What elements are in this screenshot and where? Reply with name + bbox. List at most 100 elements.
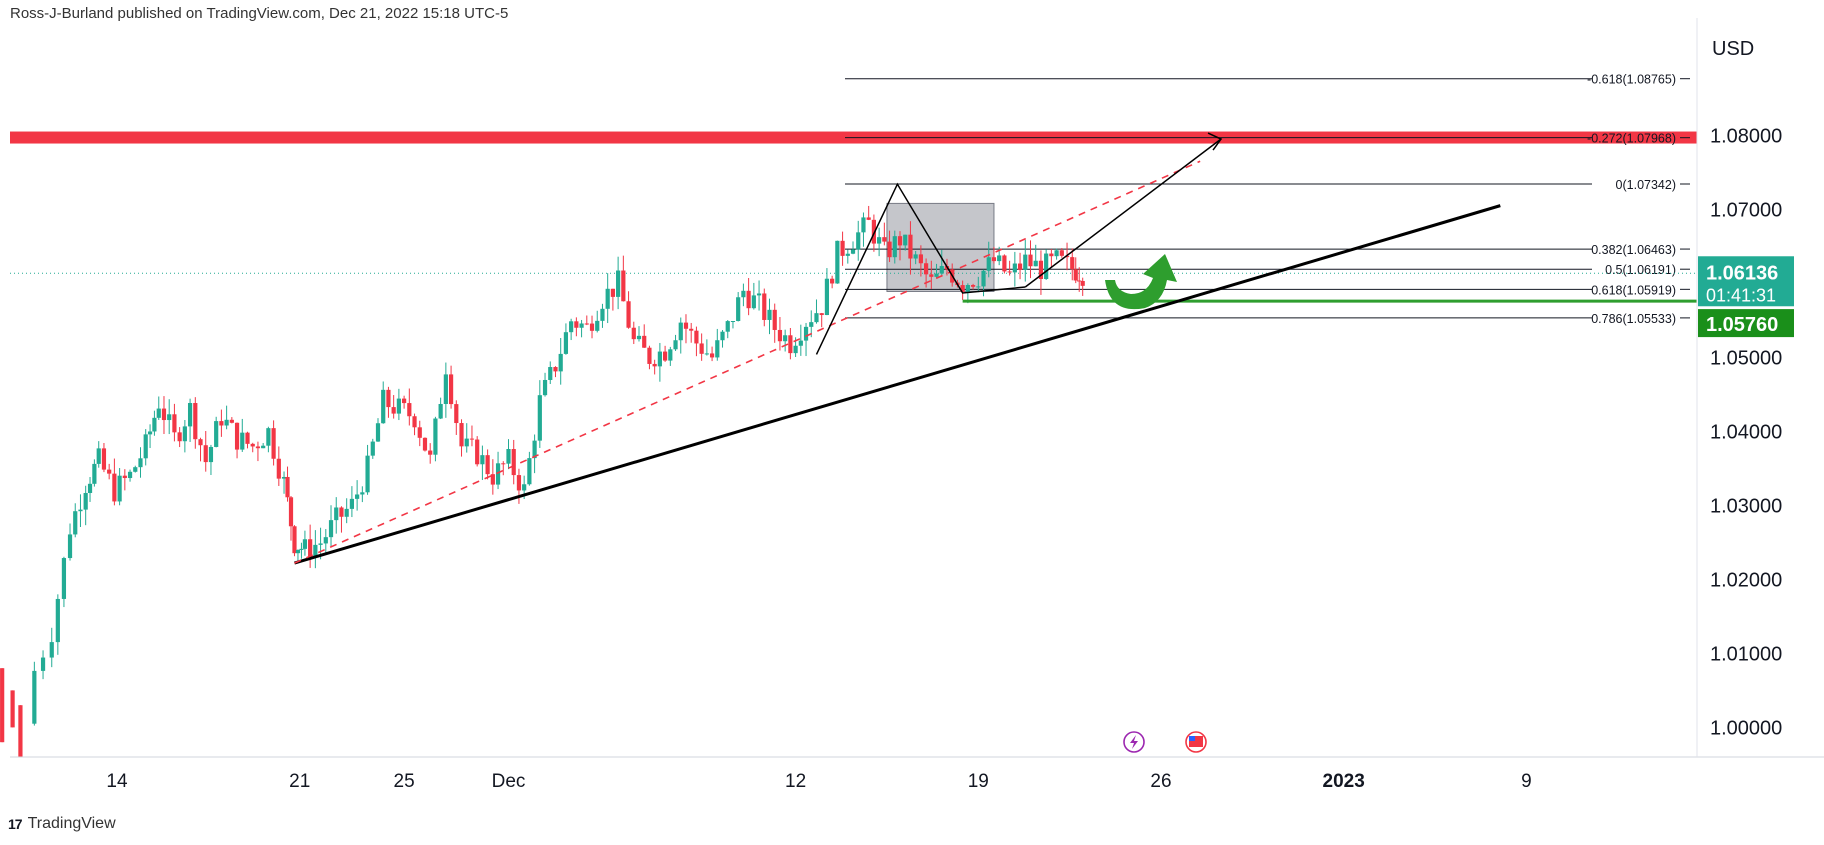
candle-body bbox=[840, 240, 845, 256]
candle-body bbox=[756, 293, 762, 296]
candle-body bbox=[861, 217, 866, 233]
candle-body bbox=[101, 448, 107, 470]
candle-body bbox=[610, 288, 615, 297]
x-tick-label: 12 bbox=[785, 771, 806, 792]
candle-body bbox=[1073, 269, 1078, 281]
candle-body bbox=[762, 293, 767, 320]
candle-body bbox=[1002, 255, 1007, 272]
candle-body bbox=[198, 439, 203, 446]
candle-body bbox=[133, 467, 138, 472]
candle-body bbox=[553, 367, 558, 372]
candle-body bbox=[214, 421, 219, 447]
candle-body bbox=[172, 414, 177, 433]
us-flag-icon bbox=[1189, 736, 1203, 747]
candle-body bbox=[1054, 250, 1059, 257]
candle-body bbox=[1080, 280, 1085, 286]
candle-body bbox=[10, 690, 15, 728]
candle-body bbox=[147, 431, 153, 435]
tradingview-logo-icon: 17 bbox=[8, 816, 23, 832]
candle-body bbox=[647, 347, 652, 364]
candle-body bbox=[850, 249, 856, 254]
candle-body bbox=[678, 322, 683, 341]
candle-body bbox=[798, 340, 803, 346]
candle-body bbox=[266, 428, 271, 446]
candle-body bbox=[328, 520, 334, 538]
candle-body bbox=[323, 537, 328, 544]
candle-body bbox=[40, 657, 46, 671]
candle-body bbox=[375, 423, 381, 442]
candle-body bbox=[370, 441, 375, 456]
candle-body bbox=[224, 419, 229, 426]
candle-body bbox=[704, 353, 709, 355]
candle-body bbox=[433, 418, 438, 455]
x-tick-label: Dec bbox=[492, 771, 526, 792]
candle-body bbox=[924, 263, 929, 275]
candle-body bbox=[245, 432, 250, 444]
candle-body bbox=[1077, 280, 1082, 282]
candle-body bbox=[720, 331, 725, 341]
plot-area: -0.618(1.08765) -0.272(1.07968) 0(1.07342)… bbox=[0, 73, 1697, 757]
candle-body bbox=[299, 548, 304, 550]
candle-body bbox=[501, 463, 506, 465]
candle-body bbox=[986, 257, 991, 271]
candle-body bbox=[143, 434, 148, 459]
fib-level-label: 0.5(1.06191) bbox=[1605, 263, 1676, 277]
candle-body bbox=[61, 558, 67, 599]
candle-body bbox=[1017, 263, 1023, 270]
candle-body bbox=[49, 642, 54, 658]
candle-body bbox=[412, 416, 417, 428]
candle-body bbox=[271, 428, 276, 459]
candle-body bbox=[694, 330, 699, 344]
candle-body bbox=[626, 301, 631, 328]
candle-body bbox=[997, 255, 1002, 262]
candle-body bbox=[803, 326, 809, 341]
candle-body bbox=[152, 417, 157, 432]
candle-body bbox=[83, 492, 88, 510]
candle-body bbox=[621, 270, 626, 302]
candle-body bbox=[819, 313, 824, 316]
candle-body bbox=[600, 308, 605, 321]
fib-level-label: -0.618(1.08765) bbox=[1587, 73, 1676, 87]
candle-body bbox=[407, 403, 412, 417]
candle-body bbox=[605, 288, 610, 309]
candle-body bbox=[741, 290, 746, 298]
candle-body bbox=[673, 340, 678, 350]
candle-body bbox=[78, 509, 83, 512]
y-tick-label: 1.02000 bbox=[1710, 569, 1782, 591]
candle-body bbox=[107, 469, 112, 474]
candle-body bbox=[929, 274, 934, 277]
candle-body bbox=[574, 321, 579, 328]
candle-body bbox=[182, 426, 187, 442]
candle-body bbox=[663, 351, 668, 361]
candle-body bbox=[469, 438, 475, 440]
candle-body bbox=[495, 463, 501, 485]
candle-body bbox=[636, 335, 642, 340]
y-tick-label: 1.03000 bbox=[1710, 495, 1782, 517]
candle-body bbox=[527, 458, 532, 485]
candle-body bbox=[203, 445, 208, 463]
candle-body bbox=[127, 471, 133, 479]
candle-body bbox=[288, 497, 294, 527]
candle-body bbox=[92, 463, 97, 484]
candle-body bbox=[32, 670, 37, 724]
candle-body bbox=[579, 323, 584, 328]
candle-body bbox=[313, 544, 318, 558]
candle-body bbox=[939, 266, 944, 274]
last-price-value: 1.06136 bbox=[1706, 262, 1778, 284]
candle-body bbox=[261, 445, 266, 449]
candle-body bbox=[177, 432, 182, 442]
candle-body bbox=[548, 367, 553, 380]
candle-body bbox=[396, 398, 401, 414]
candle-body bbox=[308, 539, 313, 558]
tradingview-footer: 17 TradingView bbox=[8, 815, 116, 833]
candle-body bbox=[991, 257, 997, 262]
candle-body bbox=[240, 432, 245, 450]
publisher-header: Ross-J-Burland published on TradingView.… bbox=[10, 5, 509, 22]
candle-body bbox=[156, 408, 161, 418]
candle-body bbox=[1012, 263, 1017, 273]
candle-body bbox=[976, 286, 981, 288]
candle-body bbox=[725, 321, 730, 332]
candle-body bbox=[793, 345, 798, 354]
candle-body bbox=[250, 443, 255, 447]
